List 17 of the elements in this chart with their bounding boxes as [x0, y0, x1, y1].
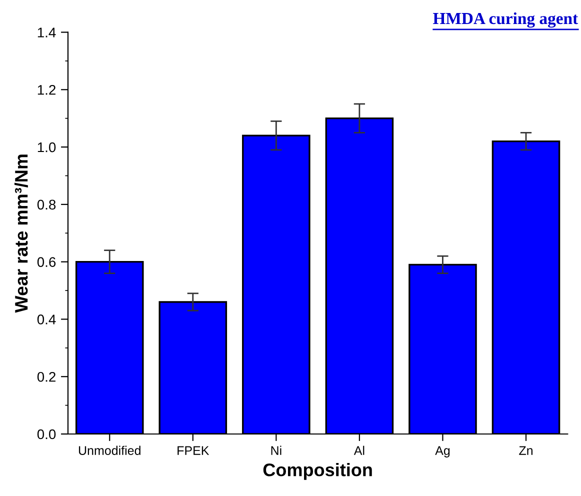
x-tick-label: Zn [519, 446, 532, 455]
x-axis-title: Composition [263, 463, 372, 480]
y-tick-label: 0.2 [37, 372, 56, 382]
y-tick-label: 0.0 [37, 429, 56, 440]
x-tick-label: FPEK [178, 446, 210, 455]
y-tick-label: 0.6 [37, 257, 56, 267]
y-tick-label: 0.8 [37, 200, 56, 210]
y-tick-label: 1.4 [38, 28, 56, 38]
x-tick-label: Ni [271, 446, 282, 455]
chart-title: HMDA curing agent [433, 12, 578, 28]
x-tick-label: Unmodified [78, 446, 140, 455]
y-tick-label: 1.0 [38, 142, 56, 152]
y-axis-title: Wear rate mm³/Nm [14, 154, 28, 313]
x-tick-label: Al [354, 446, 364, 455]
x-tick-label: Ag [435, 446, 450, 458]
y-tick-label: 1.2 [38, 84, 56, 95]
y-tick-label: 0.4 [37, 314, 56, 324]
